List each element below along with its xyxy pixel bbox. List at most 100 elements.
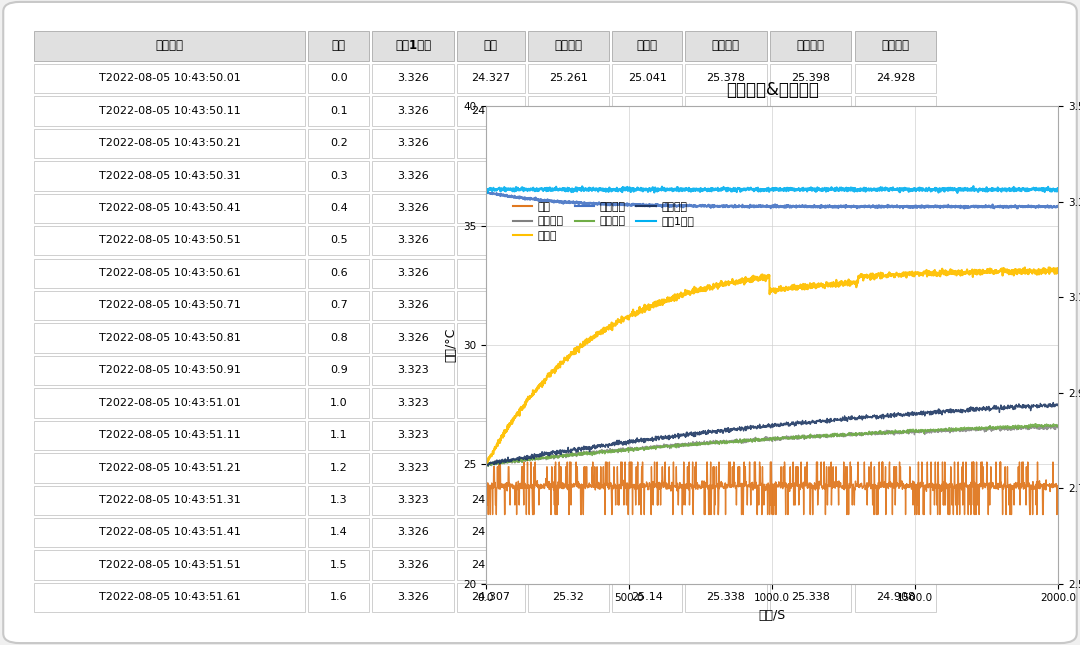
Bar [35,356,306,385]
Bar [685,226,767,255]
Text: 3.326: 3.326 [397,301,429,310]
Bar [35,486,306,515]
Bar [35,194,306,223]
Bar [770,550,851,580]
Text: 1.1: 1.1 [330,430,348,440]
Bar [770,259,851,288]
Text: 24.327: 24.327 [471,106,511,115]
Text: 25.378: 25.378 [706,106,745,115]
Text: 24.908: 24.908 [876,528,915,537]
Text: 24.908: 24.908 [876,592,915,602]
Text: 0.1: 0.1 [330,106,348,115]
Bar [373,550,455,580]
Bar [308,129,369,158]
Text: 25.32: 25.32 [553,560,584,570]
Bar [770,226,851,255]
Text: 24.928: 24.928 [876,74,915,83]
Bar [612,259,681,288]
Bar [373,356,455,385]
Bar [612,550,681,580]
Bar [528,323,609,353]
Text: 0.7: 0.7 [329,301,348,310]
Bar [685,129,767,158]
Bar [373,226,455,255]
Bar [528,259,609,288]
Bar [457,583,525,612]
Text: T2022-08-05 10:43:50.21: T2022-08-05 10:43:50.21 [98,138,241,148]
Text: 负极极栖: 负极极栖 [797,39,825,52]
Text: 正极测面: 正极测面 [712,39,740,52]
Text: 0.3: 0.3 [330,170,348,181]
Bar [308,161,369,190]
Bar [770,356,851,385]
Text: 3.326: 3.326 [397,106,429,115]
Bar [612,486,681,515]
Bar [685,291,767,321]
Bar [528,421,609,450]
Bar [308,486,369,515]
Bar [35,96,306,126]
Bar [685,356,767,385]
Bar [373,194,455,223]
Text: 1.2: 1.2 [329,462,348,473]
Text: 24.307: 24.307 [471,495,511,505]
Bar [528,583,609,612]
Text: 24.327: 24.327 [471,74,511,83]
Bar [685,323,767,353]
Text: 25.001: 25.001 [627,495,666,505]
Bar [528,96,609,126]
Bar [457,518,525,548]
X-axis label: 时间/S: 时间/S [758,609,786,622]
Bar [35,421,306,450]
Bar [612,64,681,94]
Bar [308,453,369,482]
Bar [308,550,369,580]
Bar [308,291,369,321]
Bar [854,64,936,94]
Bar [612,518,681,548]
Bar [373,291,455,321]
Bar [35,64,306,94]
Bar [770,96,851,126]
Bar [854,226,936,255]
Bar [854,518,936,548]
Bar [528,194,609,223]
Bar [308,518,369,548]
Text: T2022-08-05 10:43:50.31: T2022-08-05 10:43:50.31 [98,170,241,181]
Bar [685,388,767,417]
Text: 3.326: 3.326 [397,560,429,570]
Bar [685,161,767,190]
Bar [685,64,767,94]
Text: T2022-08-05 10:43:51.41: T2022-08-05 10:43:51.41 [98,528,241,537]
Text: 3.323: 3.323 [397,495,429,505]
Text: 3.323: 3.323 [397,430,429,440]
Text: 3.326: 3.326 [397,138,429,148]
Text: 3.326: 3.326 [397,235,429,246]
Bar [854,486,936,515]
Bar [770,291,851,321]
Bar [457,486,525,515]
Bar [35,291,306,321]
Bar [854,453,936,482]
Text: T2022-08-05 10:43:50.61: T2022-08-05 10:43:50.61 [98,268,241,278]
Bar [35,259,306,288]
Bar [854,291,936,321]
Bar [373,421,455,450]
Bar [854,550,936,580]
Bar [373,96,455,126]
Bar [770,129,851,158]
Bar [612,161,681,190]
Bar [685,550,767,580]
Bar [685,421,767,450]
Bar [373,388,455,417]
Text: T2022-08-05 10:43:50.91: T2022-08-05 10:43:50.91 [98,365,241,375]
Bar [612,96,681,126]
Bar [373,453,455,482]
Bar [35,518,306,548]
Text: 25.14: 25.14 [631,528,663,537]
Bar [612,291,681,321]
Bar [308,64,369,94]
Bar [770,32,851,61]
Bar [308,96,369,126]
Text: 0.6: 0.6 [330,268,348,278]
